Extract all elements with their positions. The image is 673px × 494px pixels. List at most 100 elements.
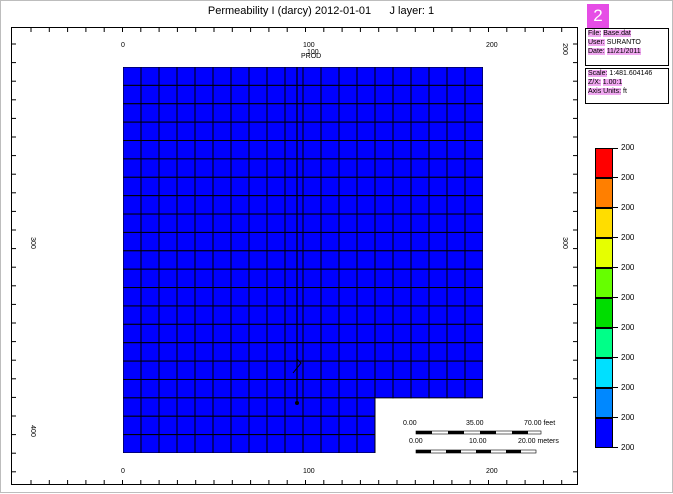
grid-cell[interactable] bbox=[338, 397, 358, 417]
grid-cell[interactable] bbox=[158, 231, 178, 252]
grid-cell[interactable] bbox=[230, 195, 250, 215]
grid-cell[interactable] bbox=[284, 121, 304, 142]
grid-cell[interactable] bbox=[194, 67, 214, 86]
grid-cell[interactable] bbox=[140, 434, 160, 453]
grid-cell[interactable] bbox=[356, 305, 376, 325]
grid-cell[interactable] bbox=[230, 158, 250, 178]
grid-cell[interactable] bbox=[320, 67, 340, 86]
grid-cell[interactable] bbox=[392, 323, 412, 344]
grid-cell[interactable] bbox=[446, 250, 466, 270]
grid-cell[interactable] bbox=[123, 397, 142, 417]
grid-cell[interactable] bbox=[356, 360, 376, 380]
grid-cells[interactable] bbox=[123, 67, 483, 453]
grid-cell[interactable] bbox=[284, 231, 304, 252]
grid-cell[interactable] bbox=[212, 415, 232, 436]
grid-cell[interactable] bbox=[302, 158, 322, 178]
grid-cell[interactable] bbox=[410, 103, 430, 123]
grid-cell[interactable] bbox=[158, 268, 178, 289]
grid-cell[interactable] bbox=[194, 434, 214, 453]
grid-cell[interactable] bbox=[464, 360, 483, 380]
grid-cell[interactable] bbox=[356, 84, 376, 105]
grid-cell[interactable] bbox=[123, 268, 142, 289]
grid-cell[interactable] bbox=[248, 140, 268, 160]
grid-cell[interactable] bbox=[140, 397, 160, 417]
grid-cell[interactable] bbox=[374, 287, 394, 307]
grid-cell[interactable] bbox=[464, 213, 483, 233]
grid-cell[interactable] bbox=[374, 268, 394, 289]
grid-cell[interactable] bbox=[284, 397, 304, 417]
grid-cell[interactable] bbox=[338, 268, 358, 289]
grid-cell[interactable] bbox=[320, 158, 340, 178]
grid-cell[interactable] bbox=[230, 67, 250, 86]
grid-cell[interactable] bbox=[302, 176, 322, 197]
grid-cell[interactable] bbox=[464, 140, 483, 160]
grid-cell[interactable] bbox=[158, 342, 178, 362]
grid-cell[interactable] bbox=[338, 360, 358, 380]
grid-cell[interactable] bbox=[176, 103, 196, 123]
grid-cell[interactable] bbox=[302, 250, 322, 270]
grid-cell[interactable] bbox=[266, 287, 286, 307]
grid-cell[interactable] bbox=[176, 250, 196, 270]
grid-cell[interactable] bbox=[158, 397, 178, 417]
grid-cell[interactable] bbox=[230, 213, 250, 233]
grid-cell[interactable] bbox=[302, 121, 322, 142]
grid-cell[interactable] bbox=[158, 140, 178, 160]
grid-cell[interactable] bbox=[338, 67, 358, 86]
grid-cell[interactable] bbox=[410, 84, 430, 105]
grid-cell[interactable] bbox=[446, 342, 466, 362]
grid-cell[interactable] bbox=[374, 121, 394, 142]
grid-cell[interactable] bbox=[302, 84, 322, 105]
grid-cell[interactable] bbox=[248, 231, 268, 252]
grid-cell[interactable] bbox=[446, 140, 466, 160]
grid-cell[interactable] bbox=[464, 287, 483, 307]
grid-cell[interactable] bbox=[428, 305, 448, 325]
grid-cell[interactable] bbox=[428, 84, 448, 105]
grid-cell[interactable] bbox=[123, 415, 142, 436]
grid-cell[interactable] bbox=[248, 121, 268, 142]
grid-cell[interactable] bbox=[338, 103, 358, 123]
grid-cell[interactable] bbox=[284, 158, 304, 178]
grid-cell[interactable] bbox=[302, 378, 322, 399]
grid-cell[interactable] bbox=[158, 360, 178, 380]
grid-cell[interactable] bbox=[230, 287, 250, 307]
grid-cell[interactable] bbox=[158, 378, 178, 399]
grid-cell[interactable] bbox=[374, 195, 394, 215]
grid-cell[interactable] bbox=[123, 305, 142, 325]
grid-cell[interactable] bbox=[176, 121, 196, 142]
grid-cell[interactable] bbox=[266, 250, 286, 270]
grid-cell[interactable] bbox=[338, 213, 358, 233]
grid-cell[interactable] bbox=[284, 140, 304, 160]
grid-cell[interactable] bbox=[140, 84, 160, 105]
grid-cell[interactable] bbox=[140, 213, 160, 233]
grid-cell[interactable] bbox=[212, 67, 232, 86]
grid-cell[interactable] bbox=[446, 360, 466, 380]
grid-cell[interactable] bbox=[248, 250, 268, 270]
grid-cell[interactable] bbox=[392, 287, 412, 307]
grid-cell[interactable] bbox=[230, 250, 250, 270]
grid-cell[interactable] bbox=[410, 140, 430, 160]
grid-cell[interactable] bbox=[302, 323, 322, 344]
grid-cell[interactable] bbox=[123, 323, 142, 344]
grid-cell[interactable] bbox=[176, 378, 196, 399]
grid-cell[interactable] bbox=[464, 268, 483, 289]
grid-cell[interactable] bbox=[266, 342, 286, 362]
grid-cell[interactable] bbox=[338, 158, 358, 178]
grid-cell[interactable] bbox=[374, 305, 394, 325]
grid-cell[interactable] bbox=[248, 305, 268, 325]
grid-cell[interactable] bbox=[302, 195, 322, 215]
grid-cell[interactable] bbox=[230, 305, 250, 325]
grid-cell[interactable] bbox=[230, 121, 250, 142]
grid-cell[interactable] bbox=[374, 176, 394, 197]
grid-cell[interactable] bbox=[410, 67, 430, 86]
grid-cell[interactable] bbox=[248, 103, 268, 123]
grid-cell[interactable] bbox=[158, 176, 178, 197]
grid-cell[interactable] bbox=[428, 158, 448, 178]
grid-cell[interactable] bbox=[194, 121, 214, 142]
grid-cell[interactable] bbox=[446, 378, 466, 399]
grid-cell[interactable] bbox=[230, 323, 250, 344]
grid-cell[interactable] bbox=[176, 268, 196, 289]
info-panel-number[interactable]: 2 bbox=[587, 4, 609, 28]
grid-cell[interactable] bbox=[356, 378, 376, 399]
grid-cell[interactable] bbox=[428, 268, 448, 289]
grid-cell[interactable] bbox=[123, 176, 142, 197]
